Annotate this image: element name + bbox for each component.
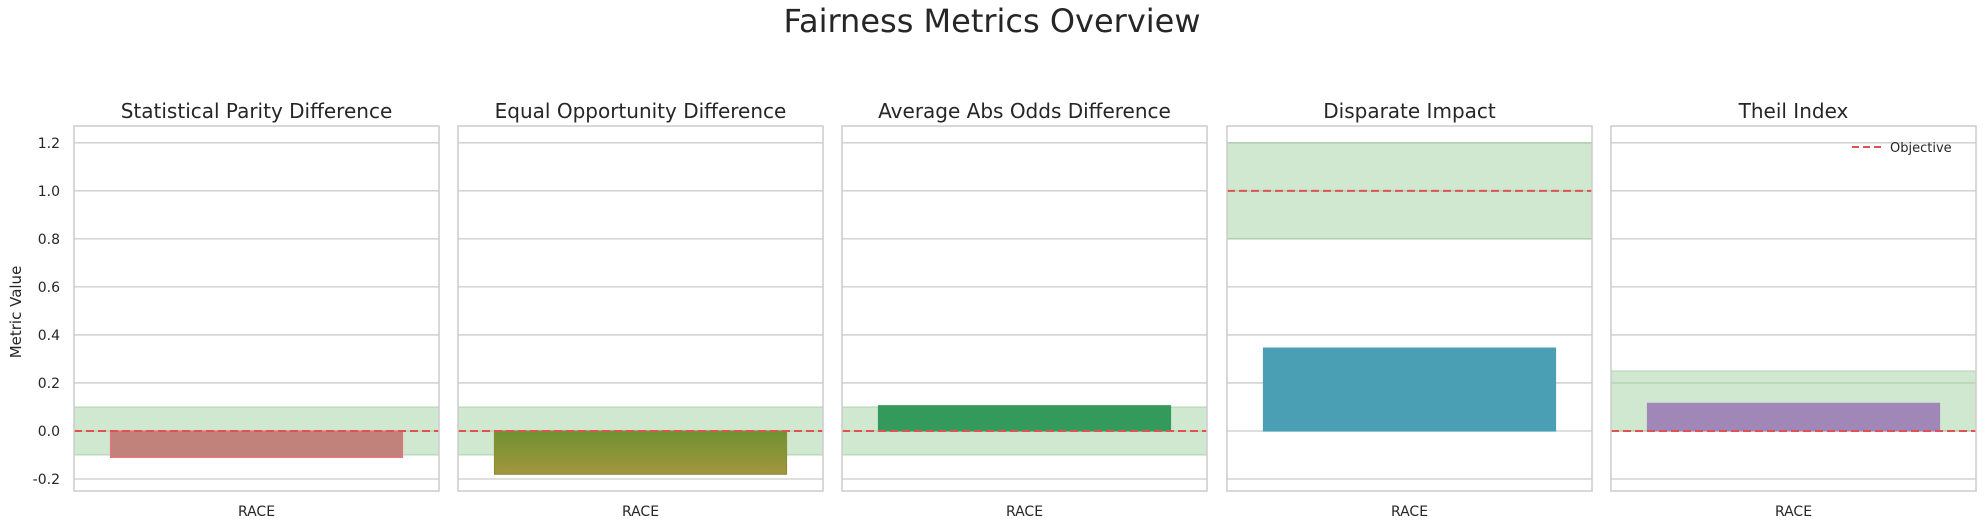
panel-plot-area bbox=[1611, 370, 1976, 432]
panel-frame bbox=[457, 125, 824, 492]
panel-plot-area bbox=[842, 405, 1207, 456]
panel-frame bbox=[841, 125, 1208, 492]
chart-panels: Statistical Parity Difference RACE -0.2 0.0… bbox=[33, 99, 1977, 520]
panel-1: Statistical Parity Difference RACE -0.2 0.0… bbox=[33, 99, 440, 520]
panel-plot-area bbox=[458, 406, 823, 475]
legend-objective-label: Objective bbox=[1890, 141, 1952, 156]
metric-bar bbox=[1262, 347, 1557, 432]
metric-bar bbox=[493, 430, 788, 475]
y-tick-label: 0.2 bbox=[38, 376, 60, 392]
metric-bar bbox=[1646, 402, 1941, 432]
panel-title: Equal Opportunity Difference bbox=[495, 99, 787, 123]
x-tick-label: RACE bbox=[1391, 504, 1428, 520]
panel-plot-area bbox=[1227, 142, 1592, 432]
y-tick-label: 1.2 bbox=[38, 136, 60, 152]
x-tick-label: RACE bbox=[238, 504, 275, 520]
x-tick-label: RACE bbox=[1006, 504, 1043, 520]
y-tick-label: 0.4 bbox=[38, 328, 60, 344]
y-tick-label: 1.0 bbox=[38, 184, 60, 200]
legend: Objective bbox=[1852, 141, 1952, 156]
panel-5: Theil Index RACE Objective bbox=[1610, 99, 1977, 520]
metric-bar bbox=[109, 430, 404, 458]
panel-2: Equal Opportunity Difference RACE bbox=[457, 99, 824, 520]
panel-title: Statistical Parity Difference bbox=[121, 99, 393, 123]
x-tick-label: RACE bbox=[1775, 504, 1812, 520]
panel-frame bbox=[1226, 125, 1593, 492]
panel-frame bbox=[73, 125, 440, 492]
panel-title: Theil Index bbox=[1738, 99, 1849, 123]
panel-4: Disparate Impact RACE bbox=[1226, 99, 1593, 520]
panel-frame bbox=[1610, 125, 1977, 492]
panel-title: Average Abs Odds Difference bbox=[878, 99, 1171, 123]
y-tick-label: 0.0 bbox=[38, 424, 60, 440]
panel-3: Average Abs Odds Difference RACE bbox=[841, 99, 1208, 520]
chart-title: Fairness Metrics Overview bbox=[783, 2, 1200, 40]
panel-title: Disparate Impact bbox=[1323, 99, 1496, 123]
y-axis-label: Metric Value bbox=[7, 266, 25, 359]
y-tick-label: -0.2 bbox=[33, 472, 60, 488]
x-tick-label: RACE bbox=[622, 504, 659, 520]
y-tick-label: 0.8 bbox=[38, 232, 60, 248]
y-tick-label: 0.6 bbox=[38, 280, 60, 296]
panel-plot-area bbox=[74, 406, 439, 458]
metric-bar bbox=[877, 405, 1172, 432]
